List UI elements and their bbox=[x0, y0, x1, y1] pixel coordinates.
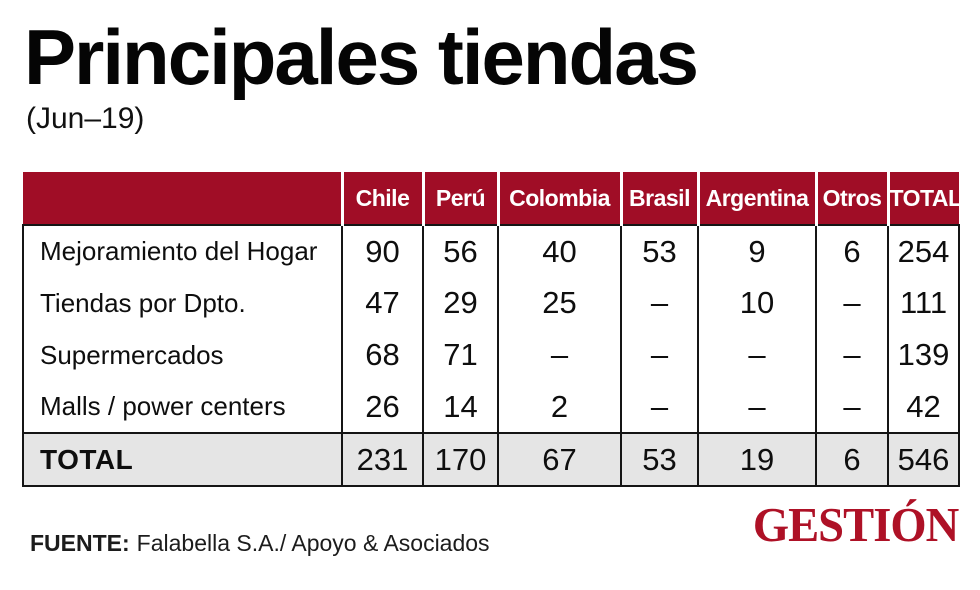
total-row-label: TOTAL bbox=[22, 432, 343, 487]
table-cell: 231 bbox=[342, 432, 424, 487]
table-cell: 29 bbox=[423, 277, 499, 329]
stores-table-grid: Chile Perú Colombia Brasil Argentina Otr… bbox=[22, 172, 962, 487]
table-cell: – bbox=[816, 381, 889, 433]
column-header-peru: Perú bbox=[423, 172, 500, 225]
table-cell: 26 bbox=[342, 381, 424, 433]
table-cell: 2 bbox=[498, 381, 622, 433]
column-header-chile: Chile bbox=[342, 172, 425, 225]
table-cell: 90 bbox=[342, 224, 424, 277]
table-row-malls: Malls / power centers 26 14 2 – – – 42 bbox=[22, 381, 960, 433]
column-header-argentina: Argentina bbox=[698, 172, 818, 225]
table-cell: 6 bbox=[816, 224, 889, 277]
table-cell: 170 bbox=[423, 432, 499, 487]
column-header-empty bbox=[23, 172, 344, 225]
table-cell: 53 bbox=[621, 432, 699, 487]
table-row-tiendas-dpto: Tiendas por Dpto. 47 29 25 – 10 – 111 bbox=[22, 277, 960, 329]
table-cell: 25 bbox=[498, 277, 622, 329]
table-cell: 67 bbox=[498, 432, 622, 487]
gestion-logo: GESTIÓN bbox=[752, 497, 959, 552]
column-header-colombia: Colombia bbox=[498, 172, 623, 225]
source-note: FUENTE: Falabella S.A./ Apoyo & Asociados bbox=[30, 530, 490, 557]
table-cell: 6 bbox=[816, 432, 889, 487]
table-cell: 40 bbox=[498, 224, 622, 277]
table-cell: 111 bbox=[888, 277, 960, 329]
column-header-brasil: Brasil bbox=[621, 172, 700, 225]
table-cell: 19 bbox=[698, 432, 817, 487]
table-cell: 42 bbox=[888, 381, 960, 433]
table-cell: – bbox=[621, 277, 699, 329]
table-cell: – bbox=[698, 329, 817, 381]
source-text: Falabella S.A./ Apoyo & Asociados bbox=[136, 530, 490, 556]
table-cell: – bbox=[498, 329, 622, 381]
table-cell: 254 bbox=[888, 224, 960, 277]
subtitle-date: (Jun–19) bbox=[26, 102, 145, 135]
column-header-total: TOTAL bbox=[888, 172, 962, 225]
table-cell: 9 bbox=[698, 224, 817, 277]
row-label: Tiendas por Dpto. bbox=[22, 277, 343, 329]
table-total-row: TOTAL 231 170 67 53 19 6 546 bbox=[22, 432, 960, 487]
row-label: Supermercados bbox=[22, 329, 343, 381]
table-cell: 10 bbox=[698, 277, 817, 329]
source-label: FUENTE: bbox=[30, 530, 130, 556]
table-header-row: Chile Perú Colombia Brasil Argentina Otr… bbox=[23, 172, 962, 225]
table-cell: 71 bbox=[423, 329, 499, 381]
table-cell: 53 bbox=[621, 224, 699, 277]
table-cell: 139 bbox=[888, 329, 960, 381]
table-cell: – bbox=[816, 329, 889, 381]
row-label: Malls / power centers bbox=[22, 381, 343, 433]
table-cell: 47 bbox=[342, 277, 424, 329]
table-cell: – bbox=[621, 381, 699, 433]
table-cell: – bbox=[698, 381, 817, 433]
row-label: Mejoramiento del Hogar bbox=[22, 224, 343, 277]
table-cell: 68 bbox=[342, 329, 424, 381]
column-header-otros: Otros bbox=[816, 172, 890, 225]
table-row-supermercados: Supermercados 68 71 – – – – 139 bbox=[22, 329, 960, 381]
stores-table: Chile Perú Colombia Brasil Argentina Otr… bbox=[22, 172, 962, 487]
table-cell: 14 bbox=[423, 381, 499, 433]
table-row-mejoramiento: Mejoramiento del Hogar 90 56 40 53 9 6 2… bbox=[22, 224, 960, 277]
table-cell: – bbox=[621, 329, 699, 381]
table-cell: 56 bbox=[423, 224, 499, 277]
table-cell: – bbox=[816, 277, 889, 329]
page-title: Principales tiendas bbox=[24, 13, 699, 101]
table-cell: 546 bbox=[888, 432, 960, 487]
